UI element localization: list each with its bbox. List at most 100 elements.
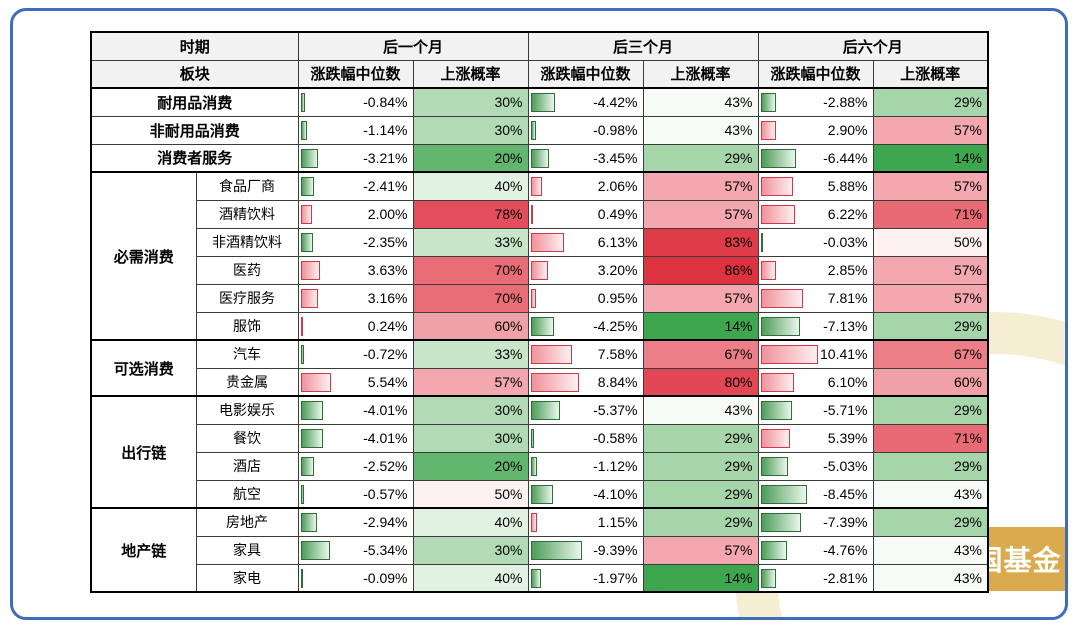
table-row: 家具 -5.34% 30% -9.39% 57% -4.76% 43%	[91, 535, 989, 565]
prob-cell: 14%	[642, 563, 759, 593]
period-header-3: 后六个月	[757, 31, 989, 61]
negative-bar	[300, 456, 315, 476]
negative-bar	[760, 232, 763, 252]
median-value: -4.76%	[823, 542, 868, 558]
median-value: 6.10%	[827, 373, 868, 390]
median-cell: -5.71%	[757, 395, 874, 425]
median-cell: -0.84%	[297, 87, 414, 117]
sector-label: 电影娱乐	[195, 395, 299, 425]
positive-bar	[530, 345, 573, 364]
prob-cell: 30%	[412, 395, 529, 425]
table-row: 可选消费 汽车 -0.72% 33% 7.58% 67% 10.41% 67%	[90, 339, 989, 397]
table-row: 餐饮 -4.01% 30% -0.58% 29% 5.39% 71%	[91, 423, 989, 453]
median-cell: 6.10%	[757, 367, 874, 397]
sector-label: 酒精饮料	[195, 199, 299, 229]
negative-bar	[760, 401, 792, 420]
prob-cell: 29%	[872, 507, 989, 537]
positive-bar	[760, 260, 777, 280]
prob-cell: 80%	[642, 367, 759, 397]
median-value: 3.20%	[597, 262, 638, 278]
median-value: -1.12%	[593, 458, 638, 474]
sector-label: 医药	[195, 255, 299, 285]
negative-bar	[530, 93, 555, 112]
prob-cell: 57%	[642, 283, 759, 313]
median-value: 3.63%	[367, 262, 408, 278]
negative-bar	[300, 345, 305, 364]
sector-label: 非耐用品消费	[90, 115, 299, 145]
median-value: -0.98%	[593, 122, 638, 138]
median-value: -2.94%	[363, 514, 408, 531]
median-value: -2.35%	[363, 234, 408, 250]
median-cell: 5.54%	[297, 367, 414, 397]
median-cell: -0.98%	[527, 115, 644, 145]
median-value: 6.22%	[827, 206, 868, 222]
median-cell: -4.01%	[297, 395, 414, 425]
median-cell: -0.03%	[757, 227, 874, 257]
median-value: 2.06%	[597, 178, 638, 195]
median-value: -3.45%	[593, 149, 638, 166]
median-cell: -9.39%	[527, 535, 644, 565]
prob-cell: 70%	[412, 255, 529, 285]
median-value: 0.49%	[597, 206, 638, 222]
sector-label: 酒店	[195, 451, 299, 481]
negative-bar	[530, 120, 536, 140]
median-value: -8.45%	[823, 485, 868, 502]
median-cell: 2.90%	[757, 115, 874, 145]
prob-cell: 67%	[642, 339, 759, 369]
prob-cell: 30%	[412, 535, 529, 565]
prob-cell: 29%	[872, 311, 989, 341]
median-cell: -2.88%	[757, 87, 874, 117]
median-value: 3.16%	[367, 290, 408, 306]
prob-cell: 29%	[872, 395, 989, 425]
positive-bar	[530, 513, 537, 532]
median-cell: 6.22%	[757, 199, 874, 229]
median-cell: -4.76%	[757, 535, 874, 565]
median-value: -1.14%	[363, 122, 408, 138]
negative-bar	[760, 484, 807, 504]
median-cell: -3.45%	[527, 143, 644, 173]
sector-label: 食品厂商	[195, 171, 299, 201]
negative-bar	[760, 568, 776, 588]
median-cell: -1.97%	[527, 563, 644, 593]
table-row: 医疗服务 3.16% 70% 0.95% 57% 7.81% 57%	[91, 283, 989, 313]
prob-cell: 86%	[642, 255, 759, 285]
prob-cell: 29%	[872, 451, 989, 481]
negative-bar	[530, 428, 534, 448]
prob-cell: 71%	[872, 423, 989, 453]
median-cell: 3.16%	[297, 283, 414, 313]
median-cell: 6.13%	[527, 227, 644, 257]
sector-label: 服饰	[195, 311, 299, 341]
median-cell: -4.01%	[297, 423, 414, 453]
prob-cell: 14%	[872, 143, 989, 173]
table-row: 非耐用品消费 -1.14% 30% -0.98% 43% 2.90% 57%	[90, 115, 989, 145]
median-cell: -0.57%	[297, 479, 414, 509]
median-cell: -1.12%	[527, 451, 644, 481]
median-cell: -5.34%	[297, 535, 414, 565]
group-label: 可选消费	[90, 339, 197, 397]
median-cell: -7.39%	[757, 507, 874, 537]
median-value: -2.41%	[363, 178, 408, 195]
median-header-1: 涨跌幅中位数	[297, 59, 414, 89]
median-cell: 7.81%	[757, 283, 874, 313]
prob-cell: 57%	[642, 199, 759, 229]
positive-bar	[300, 204, 312, 224]
prob-cell: 71%	[872, 199, 989, 229]
median-value: 2.00%	[367, 206, 408, 222]
median-cell: -3.21%	[297, 143, 414, 173]
median-value: 2.90%	[827, 122, 868, 138]
sector-header-label: 板块	[90, 59, 299, 89]
median-value: -0.09%	[363, 569, 408, 586]
median-value: -2.88%	[823, 94, 868, 111]
prob-cell: 60%	[872, 367, 989, 397]
positive-bar	[760, 372, 795, 392]
sector-label: 家电	[195, 563, 299, 593]
prob-cell: 30%	[412, 115, 529, 145]
median-value: -5.03%	[823, 458, 868, 474]
negative-bar	[300, 568, 303, 588]
prob-cell: 30%	[412, 87, 529, 117]
median-value: 0.95%	[597, 290, 638, 306]
prob-cell: 43%	[642, 87, 759, 117]
median-value: -1.97%	[593, 569, 638, 586]
median-value: -6.44%	[823, 149, 868, 166]
negative-bar	[530, 568, 542, 588]
